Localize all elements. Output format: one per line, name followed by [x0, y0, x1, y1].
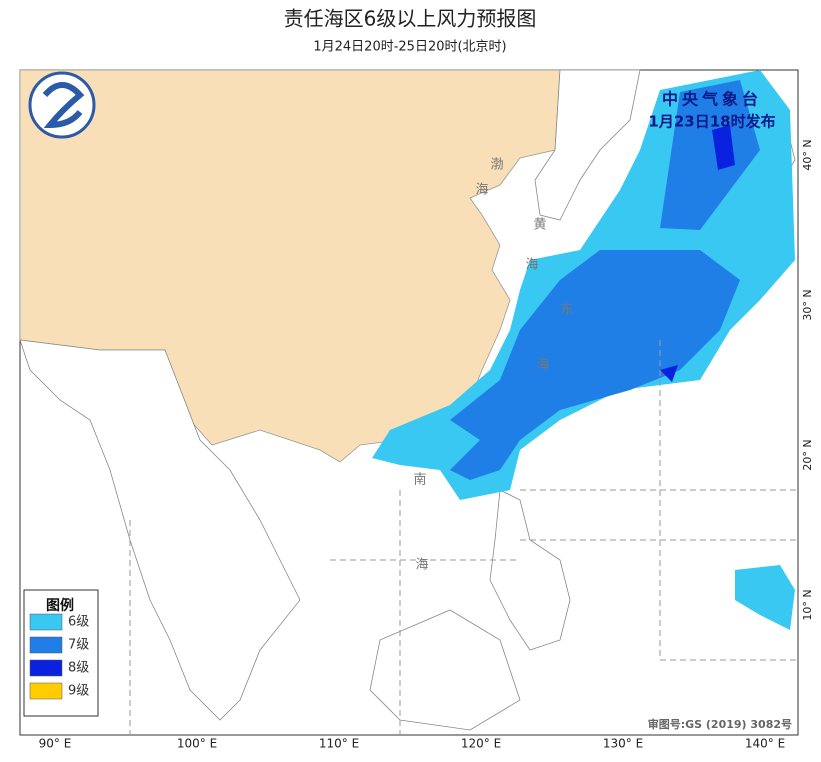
sea-label: 南 [413, 472, 426, 488]
sea-label: 海 [525, 258, 538, 273]
legend-label: 7级 [68, 638, 89, 653]
sea-labels: 渤 海 黄 海 东 海 南 海 [413, 157, 573, 573]
legend-label: 9级 [68, 684, 89, 699]
sea-label: 黄 [533, 218, 546, 233]
legend-swatch [29, 613, 63, 631]
wind-area-8 [712, 125, 735, 170]
x-axis: 90° E 100° E 110° E 120° E 130° E 140° E [39, 737, 785, 751]
indochina-land [19, 339, 301, 721]
x-axis-label: 120° E [461, 737, 501, 751]
x-axis-label: 110° E [319, 737, 359, 751]
legend-items: 6级 7级 8级 9级 [29, 613, 89, 700]
y-axis-label: 10° N [801, 589, 814, 620]
issuer-time: 1月23日18时发布 [648, 113, 775, 131]
korea-land [534, 69, 641, 221]
zone-line [659, 340, 800, 661]
sea-label: 渤 [490, 157, 503, 173]
subtitle: 1月24日20时-25日20时(北京时) [313, 40, 506, 55]
sea-label: 海 [475, 183, 488, 198]
wind-area-6 [735, 565, 795, 630]
sea-label: 海 [536, 358, 549, 373]
map: 中央气象台 1月23日18时发布 渤 海 黄 海 东 海 南 海 审图号:GS … [19, 69, 800, 736]
x-axis-label: 90° E [39, 737, 72, 751]
zone-lines [129, 340, 800, 735]
legend-swatch [29, 636, 63, 654]
x-axis-label: 100° E [177, 737, 217, 751]
map-number: 审图号:GS (2019) 3082号 [648, 717, 792, 731]
legend-label: 8级 [68, 661, 89, 676]
issuer-name: 中央气象台 [662, 90, 762, 109]
borneo-land [369, 609, 521, 731]
wind-area-7 [660, 80, 760, 230]
logo-mark [42, 82, 85, 129]
y-axis-label: 40° N [801, 139, 814, 170]
legend-swatch [29, 682, 63, 700]
y-axis: 10° N 20° N 30° N 40° N [801, 139, 814, 620]
legend: 图例 6级 7级 8级 9级 [23, 589, 99, 717]
title: 责任海区6级以上风力预报图 [284, 7, 537, 31]
legend-title: 图例 [46, 597, 74, 614]
sea-label: 海 [415, 558, 428, 573]
wind-area-8 [660, 365, 678, 382]
logo [28, 71, 96, 139]
wind-area-7 [450, 250, 740, 480]
legend-label: 6级 [68, 615, 89, 630]
y-axis-label: 30° N [801, 289, 814, 320]
philippines-land [489, 489, 571, 651]
legend-swatch [29, 659, 63, 677]
x-axis-label: 130° E [603, 737, 643, 751]
x-axis-label: 140° E [745, 737, 785, 751]
y-axis-label: 20° N [801, 439, 814, 470]
sea-label: 东 [560, 303, 573, 318]
